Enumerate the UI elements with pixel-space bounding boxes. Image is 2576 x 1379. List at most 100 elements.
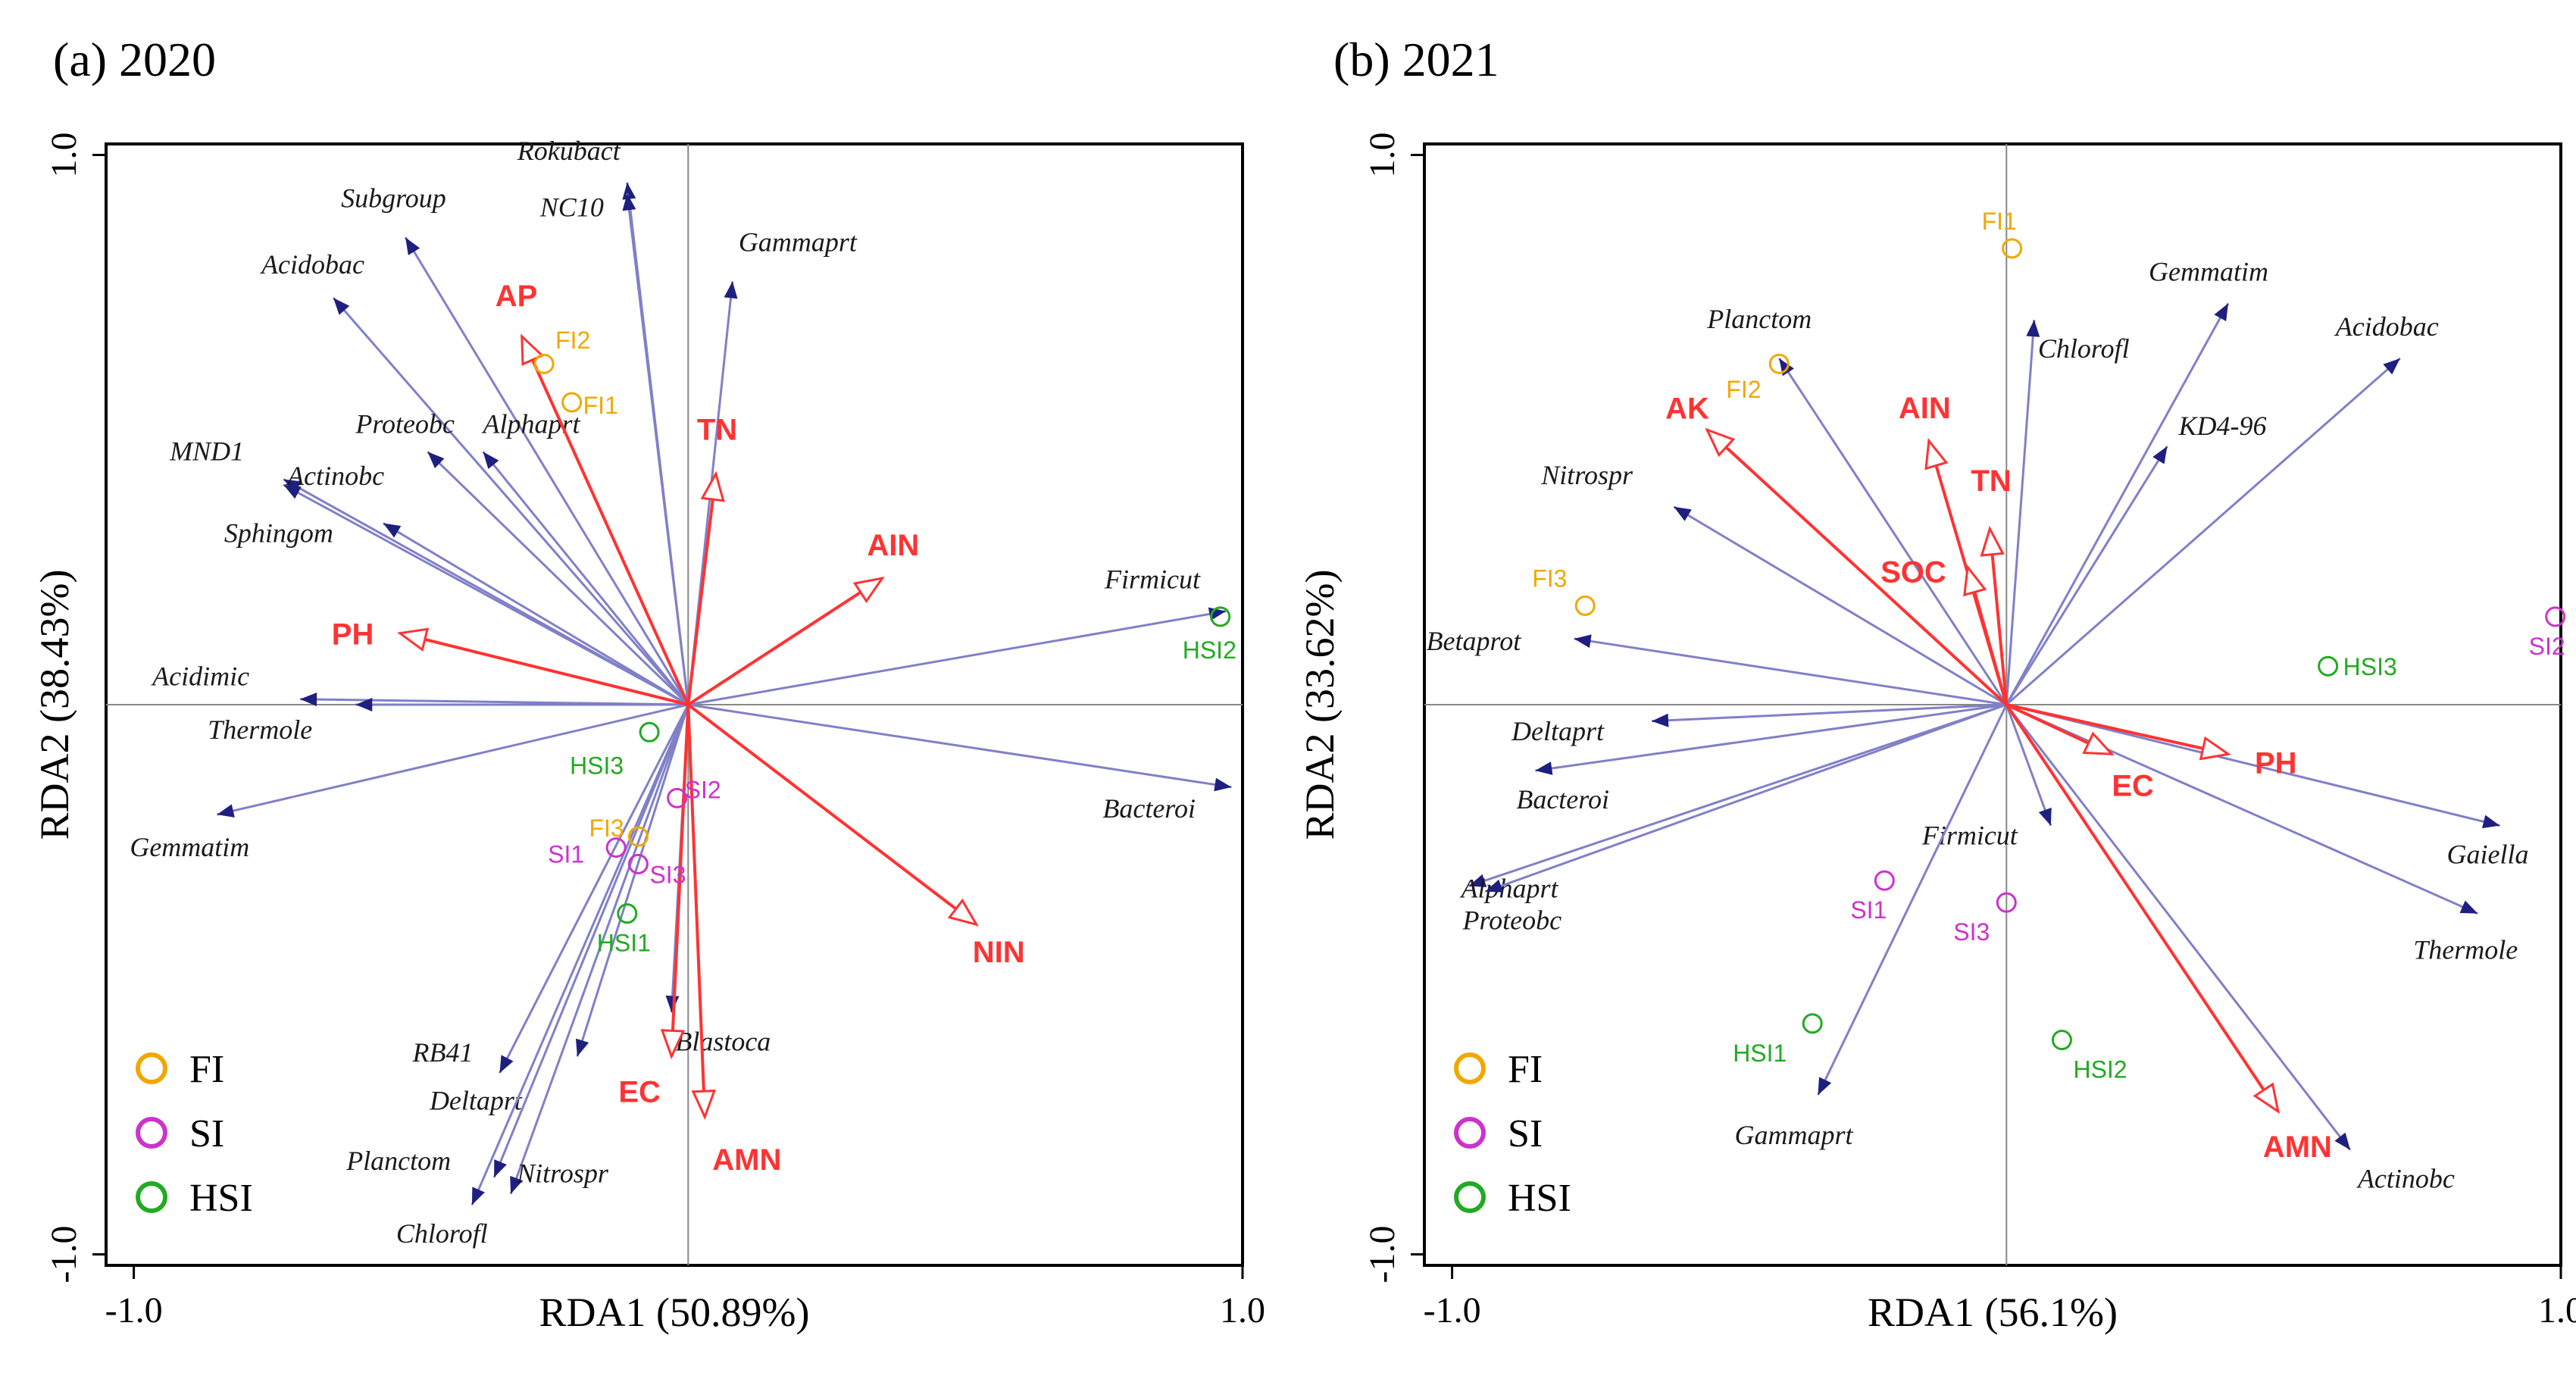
species-label-firmicut: Firmicut (1921, 821, 2018, 851)
species-arrow-chlorofl (470, 704, 689, 1205)
species-arrowhead-subgroup (405, 237, 420, 255)
species-label-chlorofl: Chlorofl (396, 1218, 488, 1249)
legend-label-hsi: HSI (189, 1177, 253, 1220)
species-arrowhead-gemmatim (217, 804, 235, 818)
site-point-fi3 (627, 826, 649, 847)
species-arrow-gemmatim (217, 703, 689, 816)
species-label-blastoca: Blastoca (675, 1026, 771, 1056)
env-arrow-ain (687, 577, 883, 706)
species-label-planctom: Planctom (345, 1146, 451, 1176)
species-label-gaiella: Gaiella (2447, 840, 2529, 870)
species-arrowhead-rb41 (499, 1055, 514, 1074)
species-label-acidimic: Acidimic (151, 661, 249, 692)
site-label-fi1: FI1 (583, 392, 618, 419)
env-label-ec: EC (2112, 769, 2154, 802)
species-label-bacteroi: Bacteroi (1516, 784, 1609, 815)
species-arrow-kd4-96 (2005, 446, 2168, 705)
env-arrow-ap (520, 336, 690, 705)
env-label-ph: PH (332, 618, 374, 652)
species-label-firmicut: Firmicut (1104, 564, 1201, 595)
site-label-fi3: FI3 (1532, 564, 1567, 592)
env-label-nin: NIN (973, 936, 1025, 969)
site-label-hsi3: HSI3 (570, 752, 624, 779)
species-label-subgroup: Subgroup (341, 183, 446, 213)
species-arrowhead-alphaprt (483, 452, 499, 470)
species-arrow-proteobc (1484, 703, 2007, 893)
legend-marker-fi (1454, 1052, 1486, 1084)
species-arrowhead-gaiella (2482, 815, 2500, 829)
site-point-si3 (627, 853, 649, 874)
env-arrowhead-ph (2199, 736, 2231, 761)
x-axis-title: RDA1 (50.89%) (539, 1290, 810, 1335)
env-label-tn: TN (697, 413, 737, 446)
species-label-thermole: Thermole (2413, 935, 2518, 965)
species-arrowhead-alphaprt (1468, 874, 1487, 887)
env-arrowhead-ain (1924, 437, 1949, 471)
species-label-kd4-96: KD4-96 (2177, 411, 2266, 441)
site-point-si2 (667, 787, 688, 808)
env-arrowhead-soc (1963, 564, 1987, 597)
env-arrowhead-amn (691, 1089, 717, 1121)
site-point-hsi3 (639, 721, 660, 743)
species-label-mnd1: MND1 (169, 436, 244, 467)
species-arrow-rb41 (499, 704, 689, 1074)
site-label-fi2: FI2 (1726, 376, 1761, 403)
site-label-hsi1: HSI1 (1733, 1040, 1787, 1067)
env-label-ap: AP (496, 280, 538, 313)
species-label-bacteroi: Bacteroi (1102, 793, 1196, 824)
site-point-fi2 (1768, 353, 1790, 374)
site-point-si1 (605, 837, 627, 858)
env-label-ph: PH (2255, 746, 2297, 780)
species-arrowhead-actinobc (283, 484, 302, 499)
species-arrow-gammaprt (1817, 704, 2008, 1096)
env-arrow-ph (399, 631, 689, 706)
site-point-si2 (2545, 606, 2566, 627)
site-label-si1: SI1 (548, 841, 584, 868)
species-arrow-nitrospr (509, 704, 689, 1195)
site-label-hsi1: HSI1 (597, 930, 651, 957)
species-arrowhead-gemmatim (2214, 303, 2228, 322)
species-label-sphingom: Sphingom (224, 518, 333, 549)
y-axis-title: RDA2 (33.62%) (1297, 570, 1343, 840)
species-arrow-subgroup (404, 236, 689, 705)
site-label-fi3: FI3 (589, 815, 624, 842)
x-tick-label: -1.0 (1424, 1290, 1481, 1331)
species-arrowhead-acidobac (2383, 358, 2400, 375)
env-arrow-ec (670, 704, 690, 1057)
env-arrowhead-ain (852, 576, 885, 604)
env-arrow-tn (1988, 528, 2009, 705)
env-arrowhead-tn (700, 471, 725, 502)
species-label-acidobac: Acidobac (260, 249, 364, 280)
site-point-fi3 (1574, 595, 1596, 616)
site-label-si2: SI2 (2529, 633, 2565, 660)
y-tick-label: 1.0 (44, 133, 84, 178)
species-arrowhead-rokubact (622, 182, 636, 200)
site-label-fi2: FI2 (555, 327, 590, 354)
env-arrow-tn (686, 474, 717, 705)
species-label-rokubact: Rokubact (517, 136, 621, 166)
env-label-ain: AIN (867, 529, 919, 562)
panel-title: (b) 2021 (1333, 33, 1499, 86)
species-arrowhead-kd4-96 (2152, 446, 2168, 464)
legend-marker-si (136, 1117, 167, 1149)
env-label-soc: SOC (1880, 556, 1946, 589)
legend-marker-hsi (136, 1181, 167, 1213)
env-arrowhead-ph (396, 627, 430, 652)
species-arrow-nc10 (626, 193, 689, 705)
env-label-tn: TN (1971, 464, 2011, 498)
env-label-ec: EC (618, 1075, 661, 1109)
species-arrowhead-chlorofl (471, 1187, 485, 1205)
species-label-planctom: Planctom (1706, 304, 1812, 334)
species-arrowhead-nitrospr (1674, 506, 1692, 521)
species-arrowhead-chlorofl (2026, 320, 2040, 337)
site-point-fi1 (561, 392, 583, 413)
legend-label-si: SI (189, 1112, 224, 1155)
species-arrow-acidobac (2005, 357, 2401, 706)
species-label-nitrospr: Nitrospr (1540, 460, 1633, 490)
species-arrowhead-thermole (355, 698, 373, 711)
species-arrowhead-nitrospr (510, 1175, 524, 1194)
site-label-hsi2: HSI2 (1183, 636, 1236, 664)
x-tick-label: -1.0 (105, 1290, 163, 1331)
site-point-fi1 (2002, 238, 2023, 259)
